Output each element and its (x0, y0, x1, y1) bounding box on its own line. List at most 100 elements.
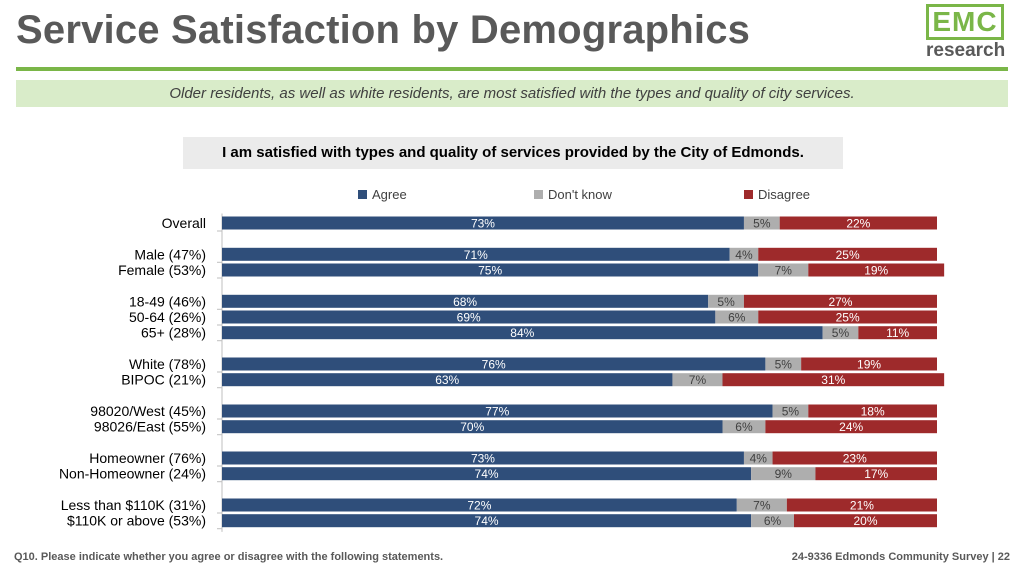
data-label-disagree: 21% (850, 499, 874, 513)
bar-dont-know (751, 514, 794, 528)
legend-swatch-dont-know (534, 190, 543, 199)
bar-agree (222, 216, 744, 230)
bar-agree (222, 326, 823, 340)
legend-item-disagree: Disagree (744, 187, 810, 202)
category-label: BIPOC (21%) (121, 372, 206, 388)
bar-agree (222, 357, 766, 371)
bar-disagree (779, 216, 937, 230)
data-label-disagree: 31% (821, 373, 845, 387)
bar-disagree (786, 498, 937, 512)
footer-question-note: Q10. Please indicate whether you agree o… (14, 551, 444, 563)
data-label-disagree: 19% (857, 358, 881, 372)
bar-disagree (794, 514, 937, 528)
data-label-dont-know: 5% (832, 326, 850, 340)
category-label: Male (47%) (134, 246, 206, 262)
bar-dont-know (758, 263, 809, 277)
data-label-disagree: 19% (864, 264, 888, 278)
data-label-dont-know: 6% (764, 514, 782, 528)
bar-agree (222, 247, 730, 261)
bar-dont-know (743, 216, 780, 230)
bar-agree (222, 467, 752, 481)
bar-disagree (808, 404, 937, 418)
bar-disagree (808, 263, 945, 277)
bar-disagree (858, 326, 937, 340)
data-label-agree: 75% (478, 264, 502, 278)
data-label-disagree: 22% (846, 217, 870, 231)
data-label-agree: 70% (460, 420, 484, 434)
data-label-agree: 76% (482, 358, 506, 372)
category-label: White (78%) (129, 356, 206, 372)
bar-disagree (765, 420, 937, 434)
data-label-agree: 77% (485, 405, 509, 419)
bar-dont-know (729, 247, 759, 261)
data-label-disagree: 25% (836, 248, 860, 262)
data-label-disagree: 27% (828, 295, 852, 309)
bar-dont-know (822, 326, 859, 340)
data-label-agree: 74% (475, 467, 499, 481)
data-label-agree: 84% (510, 326, 534, 340)
data-label-disagree: 18% (861, 405, 885, 419)
bar-disagree (815, 467, 937, 481)
bar-agree (222, 373, 673, 387)
legend-label-disagree: Disagree (758, 187, 811, 202)
data-label-agree: 68% (453, 295, 477, 309)
data-label-dont-know: 5% (775, 358, 793, 372)
bar-dont-know (772, 404, 809, 418)
data-label-dont-know: 7% (775, 264, 793, 278)
bar-dont-know (765, 357, 802, 371)
data-label-dont-know: 5% (782, 405, 800, 419)
category-label: 98020/West (45%) (90, 403, 206, 419)
data-label-disagree: 17% (864, 467, 888, 481)
legend-item-dont-know: Don't know (534, 187, 612, 202)
bar-agree (222, 263, 759, 277)
category-label: 98026/East (55%) (94, 419, 206, 435)
category-label: $110K or above (53%) (67, 513, 206, 529)
bar-agree (222, 451, 744, 465)
bar-dont-know (672, 373, 723, 387)
data-label-dont-know: 5% (717, 295, 735, 309)
data-label-agree: 69% (457, 311, 481, 325)
bar-disagree (743, 294, 937, 308)
bar-dont-know (722, 420, 766, 434)
title-divider (16, 67, 1008, 71)
data-label-agree: 73% (471, 452, 495, 466)
emc-research-logo: EMC research (926, 2, 1010, 64)
bar-agree (222, 294, 709, 308)
bar-disagree (801, 357, 937, 371)
chart-title: I am satisfied with types and quality of… (183, 137, 843, 169)
data-label-dont-know: 9% (775, 467, 793, 481)
data-label-disagree: 11% (886, 326, 909, 340)
data-label-dont-know: 7% (753, 499, 771, 513)
data-label-agree: 73% (471, 217, 495, 231)
legend-swatch-disagree (744, 190, 753, 199)
chart-legend: Agree Don't know Disagree (0, 187, 1024, 205)
data-label-agree: 63% (435, 373, 459, 387)
data-label-disagree: 24% (839, 420, 863, 434)
bar-disagree (772, 451, 937, 465)
data-label-dont-know: 4% (750, 452, 768, 466)
data-label-agree: 74% (475, 514, 499, 528)
category-label: 18-49 (46%) (129, 293, 206, 309)
data-label-dont-know: 7% (689, 373, 707, 387)
data-label-dont-know: 6% (728, 311, 746, 325)
bar-agree (222, 498, 737, 512)
data-label-disagree: 20% (853, 514, 877, 528)
bar-agree (222, 514, 752, 528)
bar-dont-know (736, 498, 787, 512)
bar-dont-know (751, 467, 816, 481)
category-label: Less than $110K (31%) (61, 497, 206, 513)
data-label-disagree: 25% (836, 311, 860, 325)
category-label: 50-64 (26%) (129, 309, 206, 325)
legend-swatch-agree (358, 190, 367, 199)
footer-survey-page: 24-9336 Edmonds Community Survey | 22 (791, 551, 1010, 563)
data-label-dont-know: 5% (753, 217, 771, 231)
bar-agree (222, 404, 773, 418)
category-label: Non-Homeowner (24%) (59, 466, 206, 482)
category-label: Overall (162, 215, 206, 231)
bar-agree (222, 420, 723, 434)
data-label-agree: 72% (467, 499, 491, 513)
page-title: Service Satisfaction by Demographics (16, 8, 751, 52)
bar-agree (222, 310, 716, 324)
bar-dont-know (743, 451, 773, 465)
